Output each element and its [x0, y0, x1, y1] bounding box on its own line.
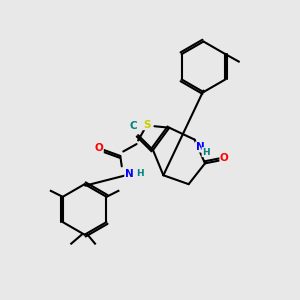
Text: S: S: [143, 120, 151, 130]
Text: H: H: [136, 169, 144, 178]
Text: N: N: [125, 169, 134, 179]
Text: O: O: [220, 153, 229, 163]
Text: C: C: [129, 121, 137, 131]
Text: O: O: [94, 142, 103, 153]
Text: N: N: [196, 142, 204, 152]
Text: H: H: [202, 148, 210, 157]
